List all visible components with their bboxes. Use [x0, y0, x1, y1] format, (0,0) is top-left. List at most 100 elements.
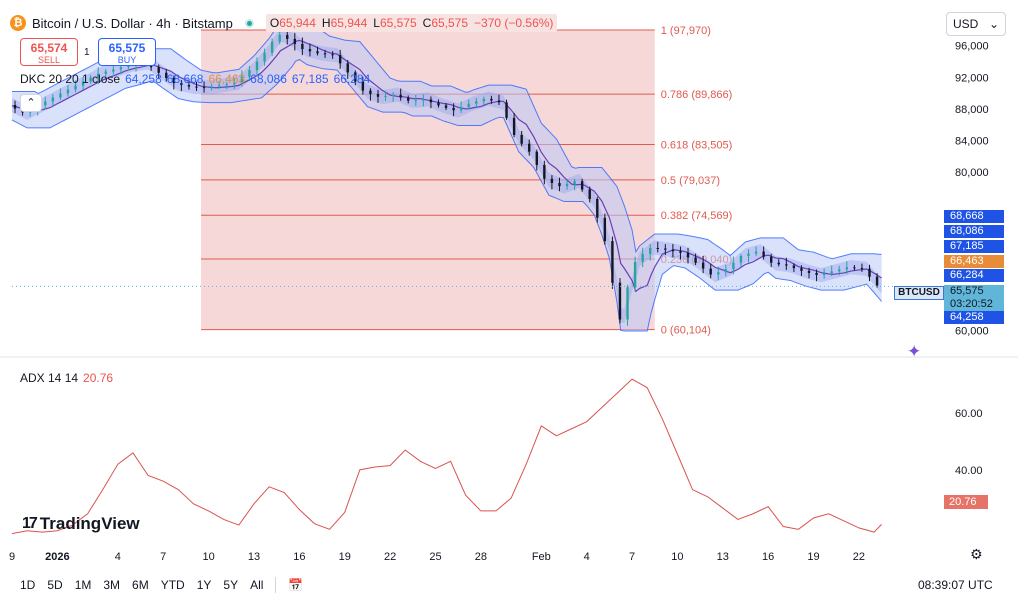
candle-body[interactable] [97, 73, 100, 78]
candle-body[interactable] [686, 252, 690, 258]
candle-body[interactable] [89, 77, 92, 82]
candle-body[interactable] [618, 282, 622, 320]
candle-body[interactable] [860, 267, 864, 269]
candle-body[interactable] [588, 189, 591, 199]
candle-body[interactable] [543, 164, 546, 179]
symbol-title[interactable]: Bitcoin / U.S. Dollar · 4h · Bitstamp [32, 15, 233, 31]
candle-body[interactable] [558, 182, 561, 187]
candle-body[interactable] [157, 67, 160, 73]
candle-body[interactable] [701, 262, 705, 269]
timeframe-button[interactable]: 1Y [196, 578, 212, 592]
candle-body[interactable] [671, 249, 675, 252]
buy-button[interactable]: 65,575 BUY [98, 38, 156, 66]
candle-body[interactable] [580, 181, 584, 190]
candle-body[interactable] [301, 43, 304, 50]
adx-line[interactable] [11, 378, 882, 535]
candle-body[interactable] [195, 86, 198, 88]
candle-body[interactable] [611, 241, 614, 283]
candle-body[interactable] [732, 262, 735, 270]
candle-body[interactable] [770, 256, 773, 263]
candle-body[interactable] [482, 98, 486, 102]
sparkle-icon[interactable]: ✦ [907, 342, 922, 361]
candle-body[interactable] [293, 38, 297, 44]
candle-body[interactable] [747, 253, 750, 256]
candle-body[interactable] [505, 102, 508, 118]
candle-body[interactable] [520, 134, 523, 144]
candle-body[interactable] [777, 262, 780, 265]
candle-body[interactable] [475, 101, 478, 104]
candle-body[interactable] [331, 54, 334, 56]
candle-body[interactable] [437, 102, 440, 106]
candle-body[interactable] [807, 270, 811, 273]
candle-body[interactable] [641, 253, 644, 262]
candle-body[interactable] [323, 53, 327, 55]
candle-body[interactable] [603, 217, 607, 242]
candle-body[interactable] [414, 100, 417, 102]
candle-body[interactable] [535, 151, 538, 165]
candle-body[interactable] [838, 269, 841, 272]
candle-body[interactable] [13, 104, 17, 109]
candle-body[interactable] [240, 76, 244, 83]
candle-body[interactable] [233, 82, 236, 85]
candle-body[interactable] [112, 69, 115, 72]
candle-body[interactable] [210, 86, 213, 88]
candle-body[interactable] [785, 264, 788, 266]
candle-body[interactable] [792, 265, 796, 269]
candle-body[interactable] [354, 72, 357, 82]
candle-body[interactable] [316, 51, 319, 54]
candle-body[interactable] [165, 72, 168, 78]
candle-body[interactable] [709, 268, 712, 275]
timeframe-button[interactable]: 1M [74, 578, 92, 592]
candle-body[interactable] [467, 103, 470, 108]
candle-body[interactable] [74, 85, 77, 90]
candle-body[interactable] [679, 251, 682, 253]
tradingview-logo[interactable]: 17 TradingView [22, 514, 140, 534]
candle-body[interactable] [490, 98, 493, 101]
candle-body[interactable] [217, 85, 221, 87]
candle-body[interactable] [596, 198, 599, 218]
candle-body[interactable] [44, 101, 47, 106]
candle-body[interactable] [444, 105, 448, 108]
sell-button[interactable]: 65,574 SELL [20, 38, 78, 66]
timeframe-button[interactable]: All [250, 578, 264, 592]
candle-body[interactable] [512, 117, 516, 135]
candle-body[interactable] [845, 267, 849, 270]
channel-basis-line[interactable] [11, 39, 882, 293]
candle-body[interactable] [875, 276, 879, 286]
candle-body[interactable] [391, 94, 395, 96]
timeframe-button[interactable]: 3M [103, 578, 121, 592]
candle-body[interactable] [422, 99, 425, 101]
candle-body[interactable] [180, 83, 183, 86]
channel-upper-line[interactable] [12, 20, 882, 260]
channel-lower-line[interactable] [11, 58, 882, 332]
candle-body[interactable] [263, 52, 266, 62]
candle-body[interactable] [633, 261, 637, 288]
timeframe-button[interactable]: 5Y [223, 578, 239, 592]
candle-body[interactable] [762, 251, 765, 257]
candle-body[interactable] [815, 272, 818, 275]
candle-body[interactable] [664, 248, 667, 250]
candle-body[interactable] [338, 55, 342, 64]
timeframe-button[interactable]: 6M [132, 578, 149, 592]
candle-body[interactable] [172, 77, 176, 84]
candle-body[interactable] [255, 61, 259, 71]
candle-body[interactable] [225, 84, 228, 86]
candle-body[interactable] [187, 85, 191, 87]
candle-body[interactable] [649, 248, 652, 254]
candle-body[interactable] [717, 272, 720, 275]
candle-body[interactable] [376, 94, 380, 97]
candle-body[interactable] [497, 100, 501, 103]
calendar-range-icon[interactable]: 📅 [288, 578, 304, 592]
candle-body[interactable] [459, 107, 463, 111]
candle-body[interactable] [346, 63, 349, 73]
candle-body[interactable] [550, 178, 554, 183]
candle-body[interactable] [369, 90, 372, 95]
candle-body[interactable] [452, 107, 455, 111]
candle-body[interactable] [399, 94, 402, 98]
candle-body[interactable] [694, 257, 697, 263]
candle-body[interactable] [270, 41, 274, 53]
candle-body[interactable] [308, 49, 312, 52]
candle-body[interactable] [822, 273, 826, 275]
candle-body[interactable] [127, 64, 130, 68]
